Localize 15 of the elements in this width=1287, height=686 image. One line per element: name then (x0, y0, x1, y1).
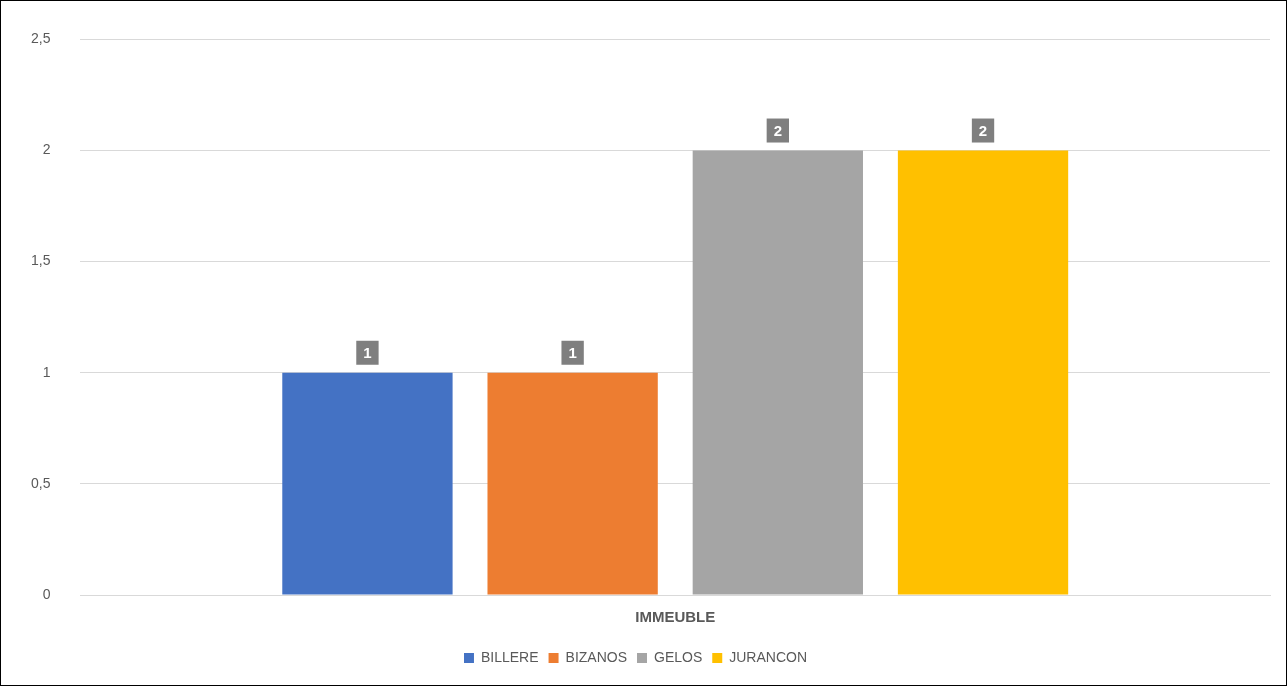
y-tick-label: 2,5 (30, 30, 51, 47)
legend-label: JURANCON (729, 648, 808, 665)
y-tick-label: 1,5 (30, 252, 51, 269)
data-label: 2 (978, 121, 988, 139)
data-label: 1 (363, 343, 372, 361)
data-label: 1 (568, 343, 577, 361)
legend-label: GELOS (654, 648, 703, 665)
legend-label: BILLERE (480, 648, 539, 665)
data-label: 2 (773, 121, 782, 139)
y-tick-label: 0,5 (30, 474, 51, 491)
legend-label: BIZANOS (565, 648, 628, 665)
y-tick-label: 1 (42, 363, 51, 380)
y-tick-label: 0 (42, 585, 51, 602)
y-tick-label: 2 (42, 141, 51, 158)
x-tick-label: IMMEUBLE (635, 608, 716, 626)
